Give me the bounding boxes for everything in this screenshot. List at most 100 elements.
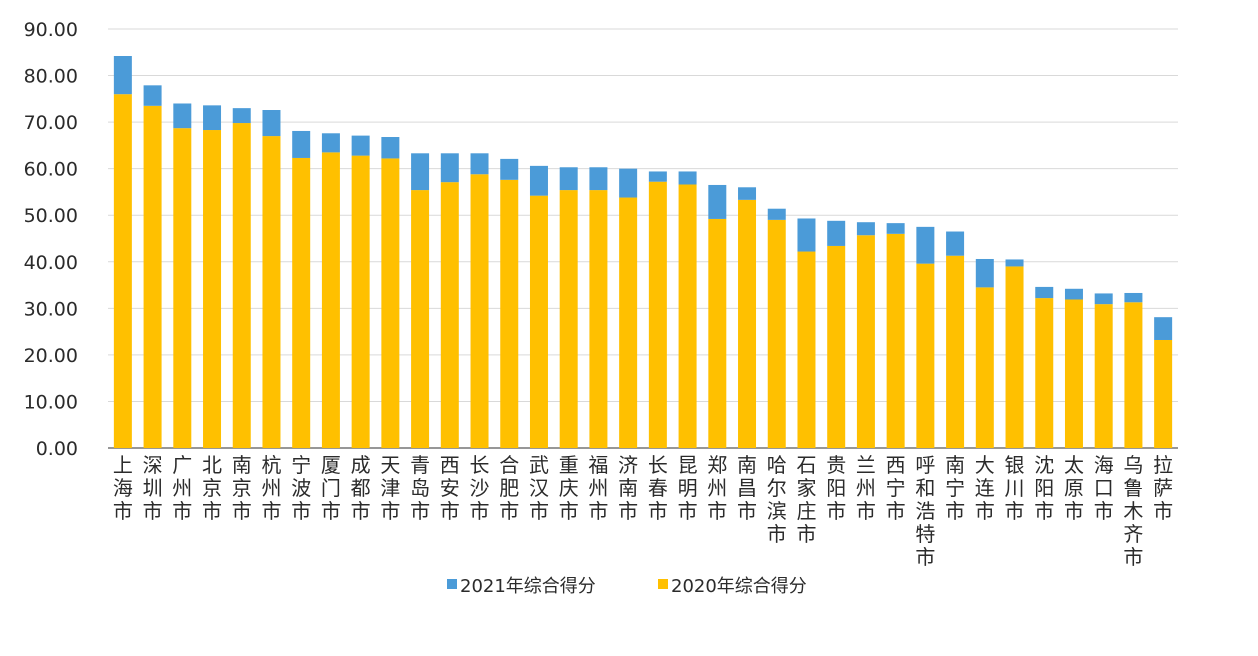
x-category-label: 拉萨市 — [1153, 453, 1173, 523]
legend-swatch — [658, 579, 668, 589]
bar-2020 — [619, 197, 638, 448]
bar-2020 — [975, 287, 994, 448]
bar-2021 — [232, 108, 251, 124]
bar-2021 — [173, 103, 192, 129]
bar-2021 — [648, 171, 667, 182]
bar-2020 — [916, 263, 935, 448]
x-category-label: 福州市 — [588, 453, 608, 523]
bar-2020 — [143, 105, 162, 449]
bar-2020 — [529, 195, 548, 448]
bar-2021 — [1094, 293, 1113, 305]
bar-2021 — [470, 153, 489, 175]
bar-2020 — [113, 94, 132, 448]
bar-2020 — [797, 251, 816, 448]
bar-2020 — [1094, 304, 1113, 448]
x-category-label: 杭州市 — [261, 453, 281, 523]
bar-2020 — [767, 219, 786, 448]
bar-2021 — [916, 226, 935, 264]
bar-2020 — [738, 199, 757, 448]
x-category-label: 石家庄市 — [796, 453, 816, 546]
x-category-label: 西宁市 — [886, 453, 906, 523]
y-tick-label: 50.00 — [24, 205, 78, 227]
legend-swatch — [447, 579, 457, 589]
legend-label: 2020年综合得分 — [671, 576, 807, 597]
bar-2021 — [1005, 259, 1024, 267]
x-category-label: 长春市 — [648, 453, 668, 523]
x-category-label: 银川市 — [1005, 453, 1025, 523]
bar-2020 — [886, 233, 905, 448]
bar-2020 — [351, 155, 370, 448]
y-tick-label: 90.00 — [24, 19, 78, 41]
bar-2020 — [648, 181, 667, 449]
x-category-label: 大连市 — [975, 453, 995, 523]
bar-2020 — [292, 157, 311, 448]
bar-2020 — [589, 190, 608, 449]
y-tick-label: 70.00 — [24, 112, 78, 134]
y-tick-label: 30.00 — [24, 298, 78, 320]
x-category-label: 哈尔滨市 — [767, 453, 787, 546]
bar-2020 — [1035, 298, 1054, 448]
bar-2020 — [381, 158, 400, 448]
x-category-label: 西安市 — [440, 453, 460, 523]
bar-2020 — [559, 190, 578, 449]
x-category-label: 合肥市 — [499, 453, 519, 523]
x-category-label: 武汉市 — [529, 453, 549, 523]
x-category-label: 上海市 — [113, 453, 133, 523]
bar-2020 — [440, 182, 459, 448]
bar-2021 — [827, 220, 846, 246]
x-category-label: 呼和浩特市 — [915, 453, 935, 569]
x-category-label: 厦门市 — [321, 453, 341, 523]
bar-2021 — [738, 187, 757, 200]
x-category-label: 宁波市 — [291, 453, 311, 523]
bar-2020 — [827, 245, 846, 448]
bar-2021 — [1035, 286, 1054, 299]
bar-2021 — [559, 167, 578, 191]
x-category-label: 南昌市 — [737, 453, 757, 523]
bar-2021 — [262, 110, 281, 137]
bar-2021 — [678, 171, 697, 185]
x-category-label: 深圳市 — [143, 453, 163, 523]
bar-2020 — [411, 190, 430, 449]
y-tick-label: 40.00 — [24, 252, 78, 274]
x-category-label: 太原市 — [1064, 453, 1084, 523]
bar-2021 — [619, 168, 638, 198]
bar-2020 — [1124, 302, 1143, 448]
bar-2021 — [1064, 288, 1083, 300]
bar-2021 — [321, 133, 340, 153]
y-tick-label: 0.00 — [36, 438, 78, 460]
bar-2021 — [1154, 317, 1173, 340]
bar-2020 — [173, 128, 192, 448]
x-category-label: 天津市 — [380, 453, 400, 523]
y-tick-label: 20.00 — [24, 345, 78, 367]
bar-2020 — [678, 184, 697, 449]
x-category-label: 南宁市 — [945, 453, 965, 523]
legend-label: 2021年综合得分 — [460, 576, 596, 597]
x-category-label: 海口市 — [1094, 453, 1114, 523]
bar-2021 — [113, 56, 132, 95]
x-category-label: 贵阳市 — [826, 453, 846, 523]
x-category-label: 郑州市 — [707, 453, 727, 523]
bar-2021 — [381, 137, 400, 159]
bar-2020 — [262, 136, 281, 449]
bar-2020 — [1005, 266, 1024, 448]
bar-2021 — [767, 208, 786, 220]
x-category-label: 重庆市 — [559, 453, 579, 523]
bar-2021 — [500, 158, 519, 180]
bar-2021 — [797, 218, 816, 252]
bar-2021 — [143, 85, 162, 106]
bar-2020 — [1154, 339, 1173, 448]
bar-2021 — [856, 222, 875, 236]
y-tick-label: 80.00 — [24, 66, 78, 88]
bar-2020 — [946, 255, 965, 448]
x-category-label: 北京市 — [202, 453, 222, 523]
bar-2021 — [1124, 292, 1143, 303]
bar-2020 — [500, 179, 519, 448]
x-category-label: 沈阳市 — [1034, 453, 1054, 523]
bar-2021 — [589, 167, 608, 191]
bar-2021 — [440, 153, 459, 183]
x-category-label: 青岛市 — [410, 453, 430, 523]
x-category-label: 昆明市 — [678, 453, 698, 523]
x-category-label: 成都市 — [351, 453, 371, 523]
x-category-label: 南京市 — [232, 453, 252, 523]
bar-2021 — [203, 105, 222, 131]
